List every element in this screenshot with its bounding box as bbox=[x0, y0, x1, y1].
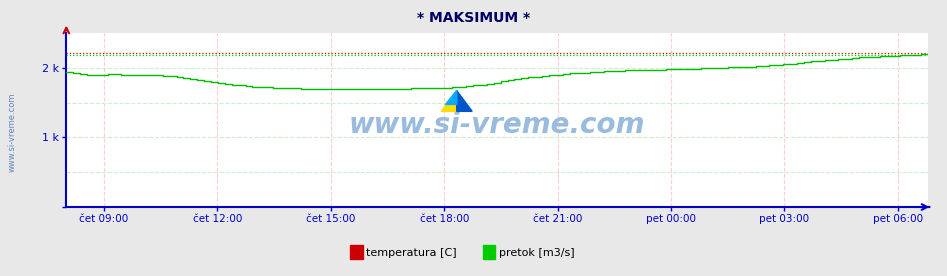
Text: pretok [m3/s]: pretok [m3/s] bbox=[499, 248, 575, 258]
Polygon shape bbox=[441, 91, 456, 111]
Text: temperatura [C]: temperatura [C] bbox=[366, 248, 457, 258]
Text: * MAKSIMUM *: * MAKSIMUM * bbox=[417, 11, 530, 25]
Text: www.si-vreme.com: www.si-vreme.com bbox=[348, 111, 646, 139]
Polygon shape bbox=[445, 91, 456, 104]
Text: www.si-vreme.com: www.si-vreme.com bbox=[8, 93, 17, 172]
Polygon shape bbox=[456, 91, 473, 111]
